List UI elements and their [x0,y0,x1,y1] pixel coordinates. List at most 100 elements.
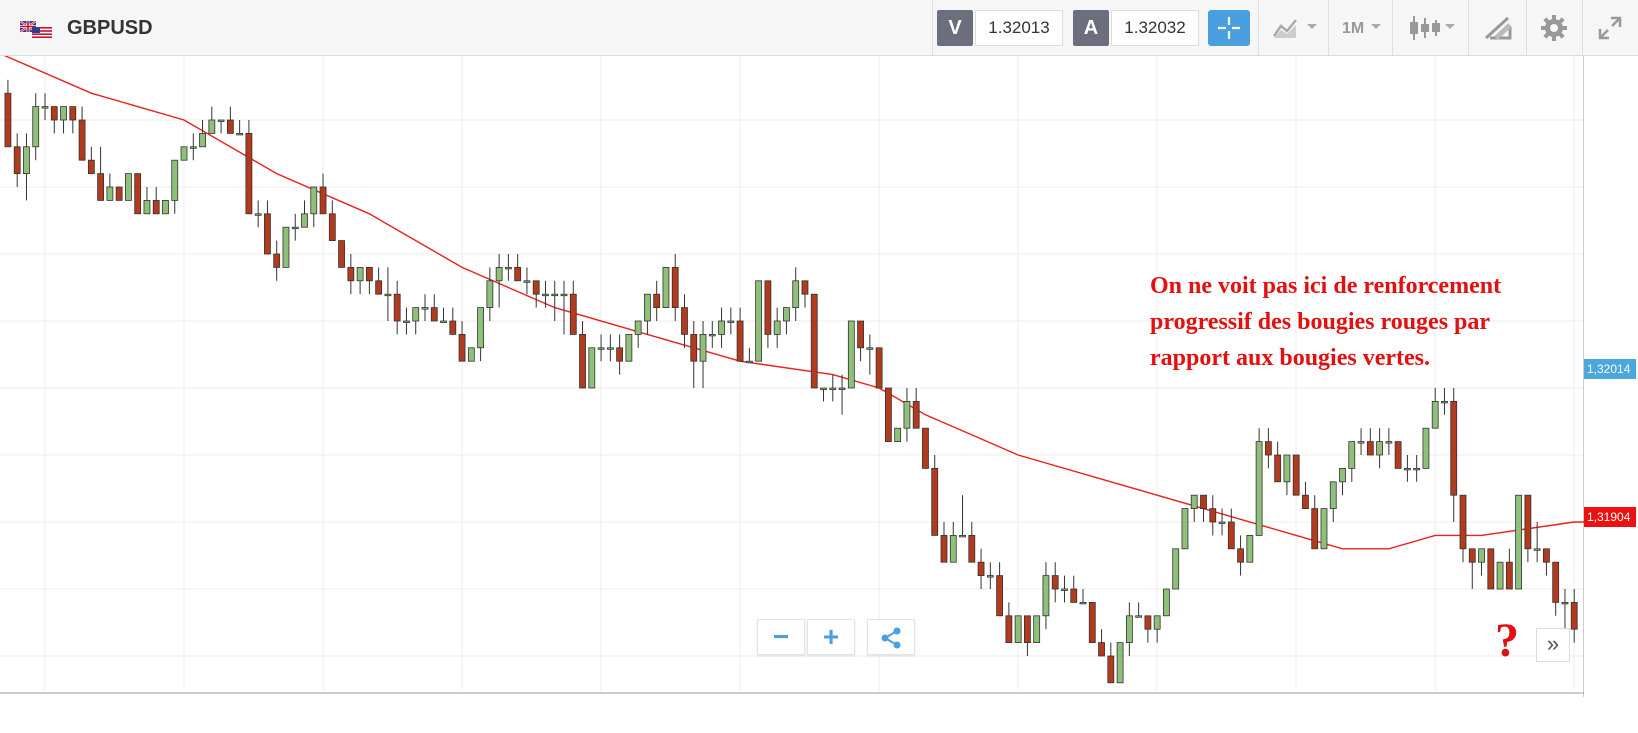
ask-label[interactable]: A [1073,10,1109,46]
bearish-candle [1366,441,1374,456]
separator [1328,0,1329,55]
bullish-candle [467,347,475,362]
bullish-candle [523,280,531,283]
bullish-candle [217,119,225,122]
bearish-candle [1468,548,1476,563]
bullish-candle [1153,615,1161,630]
bullish-candle [356,266,364,282]
bearish-candle [347,266,355,282]
bearish-candle [801,280,809,295]
bearish-candle [922,427,929,469]
bullish-candle [106,186,114,201]
chart-type-icon[interactable] [1270,14,1318,42]
scroll-right-button[interactable]: » [1536,628,1570,662]
bullish-candle [1357,441,1365,444]
bearish-candle [152,199,160,215]
bullish-candle [1014,615,1022,643]
bearish-candle [1144,615,1152,630]
bullish-candle [773,320,781,335]
bearish-candle [736,320,744,362]
bearish-candle [912,400,920,429]
drawing-tools-icon[interactable] [1482,14,1514,42]
bearish-candle [338,240,345,268]
bullish-candle [421,307,429,310]
separator [1582,0,1583,55]
bullish-candle [236,133,244,136]
crosshair-button[interactable] [1208,10,1250,46]
bullish-candle [199,133,206,148]
bullish-candle [208,119,216,134]
bearish-candle [458,333,466,362]
bullish-candle [143,199,151,215]
bullish-candle [504,266,512,270]
fullscreen-icon[interactable] [1596,14,1624,42]
bullish-candle [301,213,308,228]
bullish-candle [699,333,707,362]
bearish-candle [97,173,105,201]
bearish-candle [1274,454,1282,483]
bullish-candle [1413,467,1421,471]
bullish-candle [32,106,40,148]
gear-icon[interactable] [1540,14,1568,42]
ask-price[interactable]: 1.32032 [1111,10,1199,46]
bearish-candle [1302,494,1309,510]
bullish-candle [662,266,670,308]
candlestick-icon[interactable] [1408,14,1456,42]
bullish-candle [477,307,484,349]
bullish-candle [1320,508,1328,550]
bearish-candle [1524,494,1532,550]
separator [932,0,933,55]
bullish-candle [1061,588,1068,591]
bullish-candle [606,347,614,350]
bullish-candle [820,387,827,390]
bearish-candle [884,387,892,442]
bearish-candle [1394,441,1402,469]
bearish-candle [1311,508,1319,550]
bullish-candle [180,146,188,161]
bullish-candle [1561,602,1569,605]
bearish-candle [393,293,401,322]
symbol-label[interactable]: GBPUSD [67,17,153,39]
zoom-out-button[interactable]: − [757,619,805,655]
bullish-candle [847,320,855,389]
bullish-candle [1246,534,1254,563]
bearish-candle [940,534,948,563]
zoom-in-button[interactable]: + [807,619,855,655]
bullish-candle [597,347,605,350]
bearish-candle [264,213,271,255]
bullish-candle [1033,615,1041,643]
bullish-candle [23,146,30,175]
bullish-candle [1255,441,1263,536]
bearish-candle [857,320,864,349]
timeframe-dropdown[interactable]: 1M [1342,20,1365,37]
bearish-candle [365,266,373,282]
bullish-candle [625,333,633,362]
bullish-candle [755,280,763,362]
bullish-candle [41,106,49,109]
bullish-candle [440,320,447,323]
annotation-text: On ne voit pas ici de renforcement progr… [1150,273,1502,371]
bullish-candle [1163,588,1170,617]
bullish-candle [291,226,299,230]
bullish-candle [783,307,790,322]
bearish-candle [931,467,939,536]
separator [1468,0,1469,55]
bullish-candle [1339,467,1346,483]
bullish-candle [162,199,169,215]
bullish-candle [588,347,596,389]
bid-price[interactable]: 1.32013 [975,10,1063,46]
price-chart[interactable]: 1,322001,321501,321001,320501,320001,319… [0,56,1584,698]
share-button[interactable] [867,619,915,655]
bid-label[interactable]: V [937,10,973,46]
bullish-candle [838,387,846,390]
bullish-candle [959,534,966,538]
bearish-candle [514,266,522,282]
bullish-candle [486,280,494,309]
bearish-candle [1227,521,1235,550]
bullish-candle [125,173,132,201]
bearish-candle [1264,441,1272,456]
bullish-candle [551,293,559,297]
bullish-candle [1218,521,1226,524]
separator [1258,0,1259,55]
bullish-candle [542,293,549,297]
